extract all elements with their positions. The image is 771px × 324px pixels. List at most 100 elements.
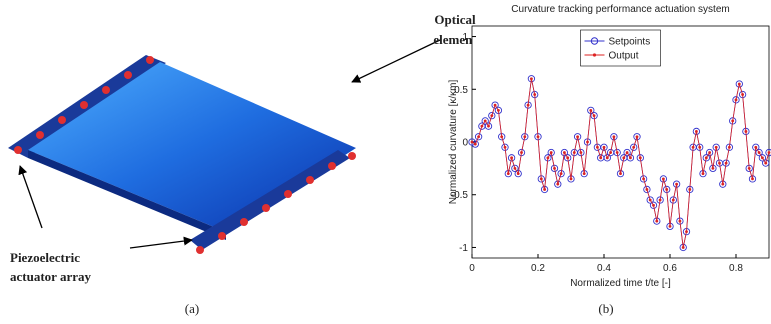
series-marker <box>507 172 510 175</box>
optical-plate <box>28 62 356 232</box>
series-marker <box>593 114 596 117</box>
series-marker <box>626 151 629 154</box>
legend-label: Output <box>609 51 639 62</box>
series-marker <box>580 151 583 154</box>
series-marker <box>669 225 672 228</box>
series-marker <box>649 199 652 202</box>
label: element <box>433 32 477 47</box>
label: Optical <box>434 12 476 27</box>
series-marker <box>563 151 566 154</box>
x-axis-label: Normalized time t/te [-] <box>570 278 671 289</box>
series-marker <box>537 135 540 138</box>
series-marker <box>553 167 556 170</box>
arrow <box>20 166 42 228</box>
series-marker <box>659 199 662 202</box>
series-marker <box>764 162 767 165</box>
series-marker <box>675 183 678 186</box>
series-marker <box>481 125 484 128</box>
series-marker <box>609 151 612 154</box>
series-marker <box>586 141 589 144</box>
x-tick-label: 0 <box>469 263 475 274</box>
series-marker <box>731 120 734 123</box>
series-marker <box>487 125 490 128</box>
series-marker <box>622 156 625 159</box>
series-marker <box>629 156 632 159</box>
series-marker <box>510 156 513 159</box>
series-marker <box>616 151 619 154</box>
series-marker <box>705 156 708 159</box>
series-marker <box>556 183 559 186</box>
arrow <box>130 240 192 248</box>
series-marker <box>698 146 701 149</box>
legend-label: Setpoints <box>609 37 651 48</box>
series-marker <box>573 151 576 154</box>
chart-title: Curvature tracking performance actuation… <box>511 4 729 15</box>
series-marker <box>702 172 705 175</box>
series-marker <box>685 230 688 233</box>
x-tick-label: 0.4 <box>597 263 611 274</box>
y-tick-label: -0.5 <box>451 190 469 201</box>
series-marker <box>688 188 691 191</box>
series-marker <box>682 246 685 249</box>
series-marker <box>606 156 609 159</box>
series-marker <box>599 156 602 159</box>
series-marker <box>527 104 530 107</box>
series-marker <box>603 146 606 149</box>
series-marker <box>636 135 639 138</box>
series-marker <box>484 120 487 123</box>
series-marker <box>514 167 517 170</box>
series-marker <box>679 220 682 223</box>
series-marker <box>652 204 655 207</box>
series-marker <box>761 156 764 159</box>
y-axis-label: Normalized curvature [κ/κm] <box>448 80 459 205</box>
series-marker <box>560 172 563 175</box>
series-marker <box>695 130 698 133</box>
series-marker <box>533 93 536 96</box>
series-marker <box>738 83 741 86</box>
series-marker <box>751 178 754 181</box>
series-marker <box>589 109 592 112</box>
series-marker <box>672 199 675 202</box>
series-marker <box>550 151 553 154</box>
series-marker <box>728 146 731 149</box>
series-marker <box>490 114 493 117</box>
series-marker <box>619 172 622 175</box>
y-tick-label: 0 <box>462 138 468 149</box>
y-tick-label: 1 <box>462 32 468 43</box>
legend-swatch <box>593 53 596 56</box>
series-marker <box>570 178 573 181</box>
series-marker <box>721 183 724 186</box>
series-marker <box>741 93 744 96</box>
series-marker <box>540 178 543 181</box>
series-marker <box>613 135 616 138</box>
y-tick-label: 0.5 <box>454 85 468 96</box>
y-tick-label: -1 <box>459 243 468 254</box>
series-marker <box>494 104 497 107</box>
figure: Optical element Piezoelectric actuator a… <box>0 0 771 324</box>
series-marker <box>708 151 711 154</box>
series-marker <box>523 135 526 138</box>
label: actuator array <box>10 269 91 284</box>
series-marker <box>632 146 635 149</box>
series-marker <box>547 156 550 159</box>
panel-a: Optical element Piezoelectric actuator a… <box>8 12 477 316</box>
series-marker <box>583 172 586 175</box>
series-marker <box>725 162 728 165</box>
series-marker <box>474 143 477 146</box>
series-marker <box>754 146 757 149</box>
x-tick-label: 0.6 <box>663 263 677 274</box>
series-marker <box>530 77 533 80</box>
series-marker <box>543 188 546 191</box>
series-marker <box>517 172 520 175</box>
series-marker <box>566 156 569 159</box>
series-marker <box>576 135 579 138</box>
series-marker <box>735 98 738 101</box>
series-marker <box>665 188 668 191</box>
label: Piezoelectric <box>10 250 80 265</box>
series-marker <box>471 141 474 144</box>
chart: Curvature tracking performance actuation… <box>448 4 771 289</box>
series-marker <box>662 178 665 181</box>
series-marker <box>642 178 645 181</box>
series-marker <box>504 146 507 149</box>
series-marker <box>497 109 500 112</box>
